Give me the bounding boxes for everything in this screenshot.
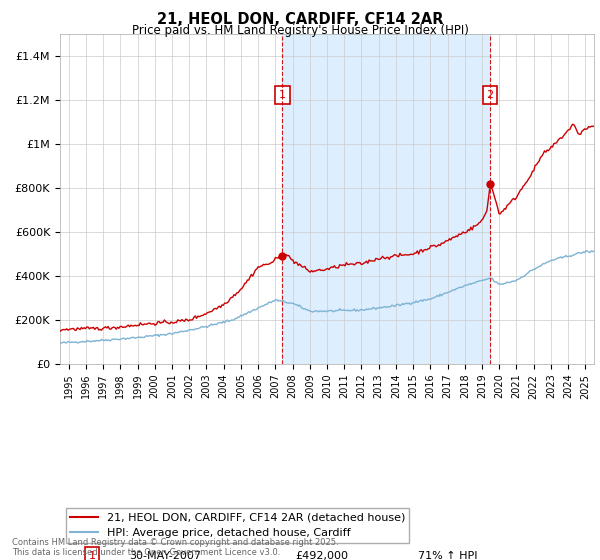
Bar [283,34,490,364]
Text: £492,000: £492,000 [295,550,348,560]
Text: 71% ↑ HPI: 71% ↑ HPI [418,550,477,560]
Text: Contains HM Land Registry data © Crown copyright and database right 2025.
This d: Contains HM Land Registry data © Crown c… [12,538,338,557]
Text: 2: 2 [487,90,494,100]
Text: 1: 1 [279,90,286,100]
Text: 1: 1 [89,550,95,560]
Legend: 21, HEOL DON, CARDIFF, CF14 2AR (detached house), HPI: Average price, detached h: 21, HEOL DON, CARDIFF, CF14 2AR (detache… [65,508,409,543]
Text: 30-MAY-2007: 30-MAY-2007 [130,550,202,560]
Text: 21, HEOL DON, CARDIFF, CF14 2AR: 21, HEOL DON, CARDIFF, CF14 2AR [157,12,443,27]
Text: Price paid vs. HM Land Registry's House Price Index (HPI): Price paid vs. HM Land Registry's House … [131,24,469,37]
